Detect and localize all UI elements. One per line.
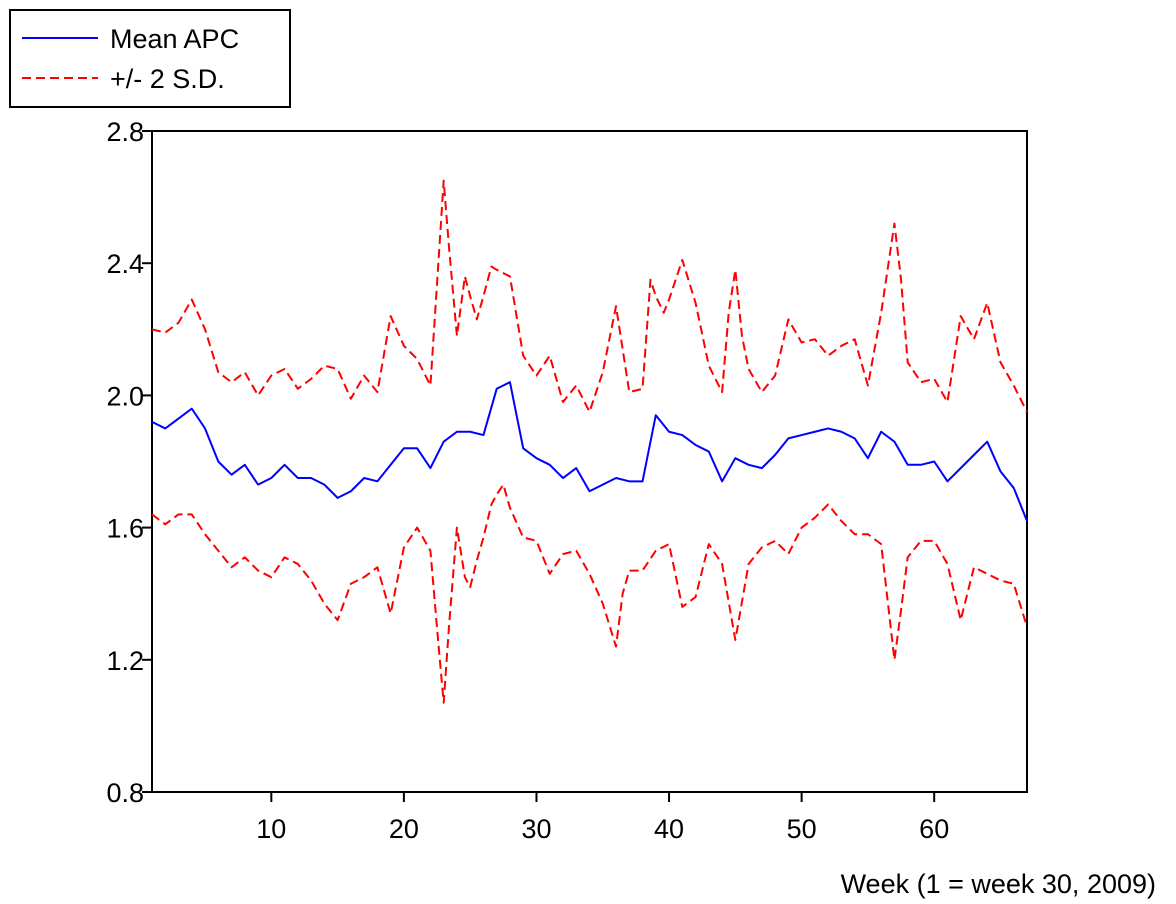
- x-tick-label: 30: [521, 814, 551, 844]
- x-tick-label: 10: [256, 814, 286, 844]
- series-line-lower-2sd: [151, 483, 1028, 704]
- series-line-mean-apc: [151, 381, 1028, 522]
- series-layer: [151, 179, 1028, 704]
- legend-label-sd: +/- 2 S.D.: [110, 64, 225, 94]
- y-tick-label: 2.4: [106, 249, 144, 279]
- y-tick-label: 0.8: [106, 778, 144, 808]
- legend-label-mean-apc: Mean APC: [110, 24, 239, 54]
- x-axis: 10 20 30 40 50 60: [256, 792, 949, 844]
- x-tick-label: 20: [389, 814, 419, 844]
- legend: Mean APC +/- 2 S.D.: [9, 9, 291, 108]
- x-tick-label: 60: [919, 814, 949, 844]
- plot-frame: [151, 130, 1028, 793]
- y-axis: 0.8 1.2 1.6 2.0 2.4 2.8: [106, 117, 152, 808]
- y-tick-label: 1.6: [106, 514, 144, 544]
- series-line-upper-2sd: [151, 179, 1028, 413]
- y-tick-label: 1.2: [106, 646, 144, 676]
- y-tick-label: 2.8: [106, 117, 144, 147]
- x-tick-label: 40: [654, 814, 684, 844]
- legend-box: [9, 9, 291, 108]
- x-axis-label: Week (1 = week 30, 2009): [841, 869, 1156, 899]
- x-tick-label: 50: [787, 814, 817, 844]
- y-tick-label: 2.0: [106, 381, 144, 411]
